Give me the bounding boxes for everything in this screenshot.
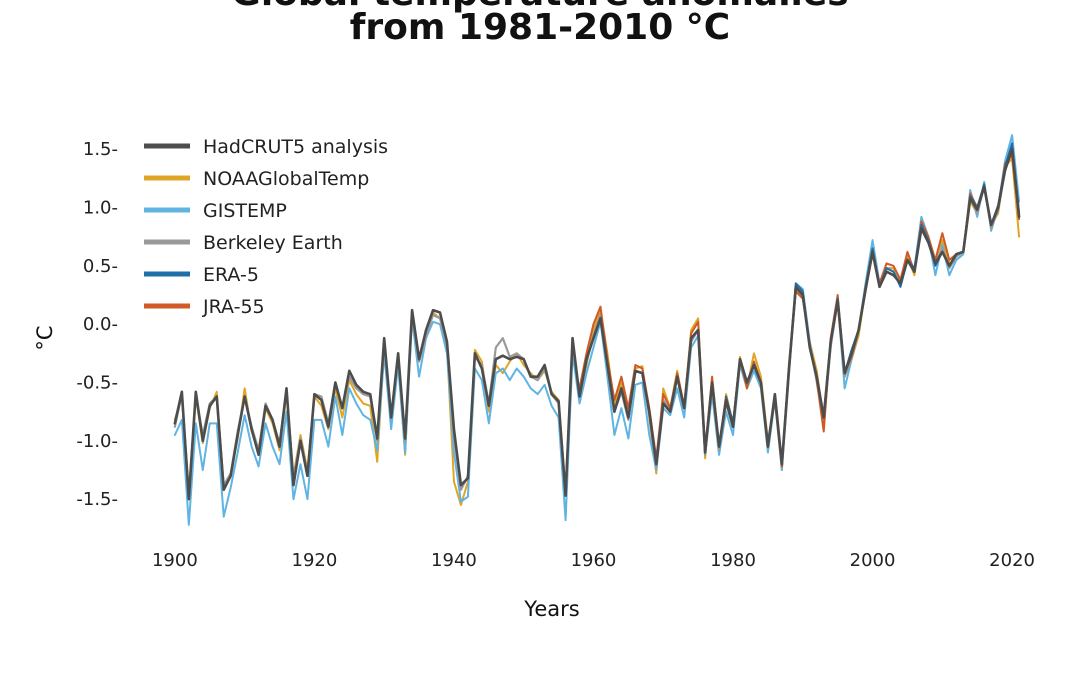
legend-label-hadcrut5-analysis: HadCRUT5 analysis: [203, 136, 388, 158]
series-layer: [173, 134, 1021, 526]
x-axis-label: Years: [523, 597, 579, 621]
series-line-jra-55: [578, 154, 1021, 468]
y-tick-label: -0.5-: [76, 373, 118, 394]
x-tick-label: 1920: [292, 550, 338, 571]
chart-title-line-1: Global temperature anomalies: [0, 0, 1080, 12]
y-tick-label: 0.5-: [83, 256, 118, 277]
legend-label-berkeley-earth: Berkeley Earth: [203, 232, 343, 254]
chart-title-line-2: from 1981-2010 °C: [349, 7, 731, 48]
x-tick-label: 1980: [710, 550, 756, 571]
x-tick-label: 1960: [571, 550, 617, 571]
y-axis-label: °C: [33, 325, 57, 350]
x-tick-label: 1940: [431, 550, 477, 571]
x-tick-label: 2020: [989, 550, 1035, 571]
y-tick-label: 0.0-: [83, 314, 118, 335]
legend-label-jra-55: JRA-55: [202, 296, 265, 318]
legend-label-gistemp: GISTEMP: [203, 200, 287, 222]
x-axis: 1900 1920 1940 1960 1980 2000 2020: [152, 550, 1035, 571]
y-tick-label: -1.5-: [76, 489, 118, 510]
series-line-hadcrut5-analysis: [173, 147, 1021, 501]
legend: HadCRUT5 analysis NOAAGlobalTemp GISTEMP Be…: [144, 136, 388, 318]
y-tick-label: 1.0-: [83, 198, 118, 219]
x-tick-label: 1900: [152, 550, 198, 571]
y-tick-label: 1.5-: [83, 139, 118, 160]
legend-label-noaaglobaltemp: NOAAGlobalTemp: [203, 168, 369, 190]
legend-label-era-5: ERA-5: [203, 264, 259, 286]
y-tick-label: -1.0-: [76, 431, 118, 452]
y-axis: -1.5- -1.0- -0.5- 0.0- 0.5- 1.0- 1.5-: [76, 139, 118, 510]
series-line-era-5: [725, 142, 1021, 466]
x-tick-label: 2000: [850, 550, 896, 571]
